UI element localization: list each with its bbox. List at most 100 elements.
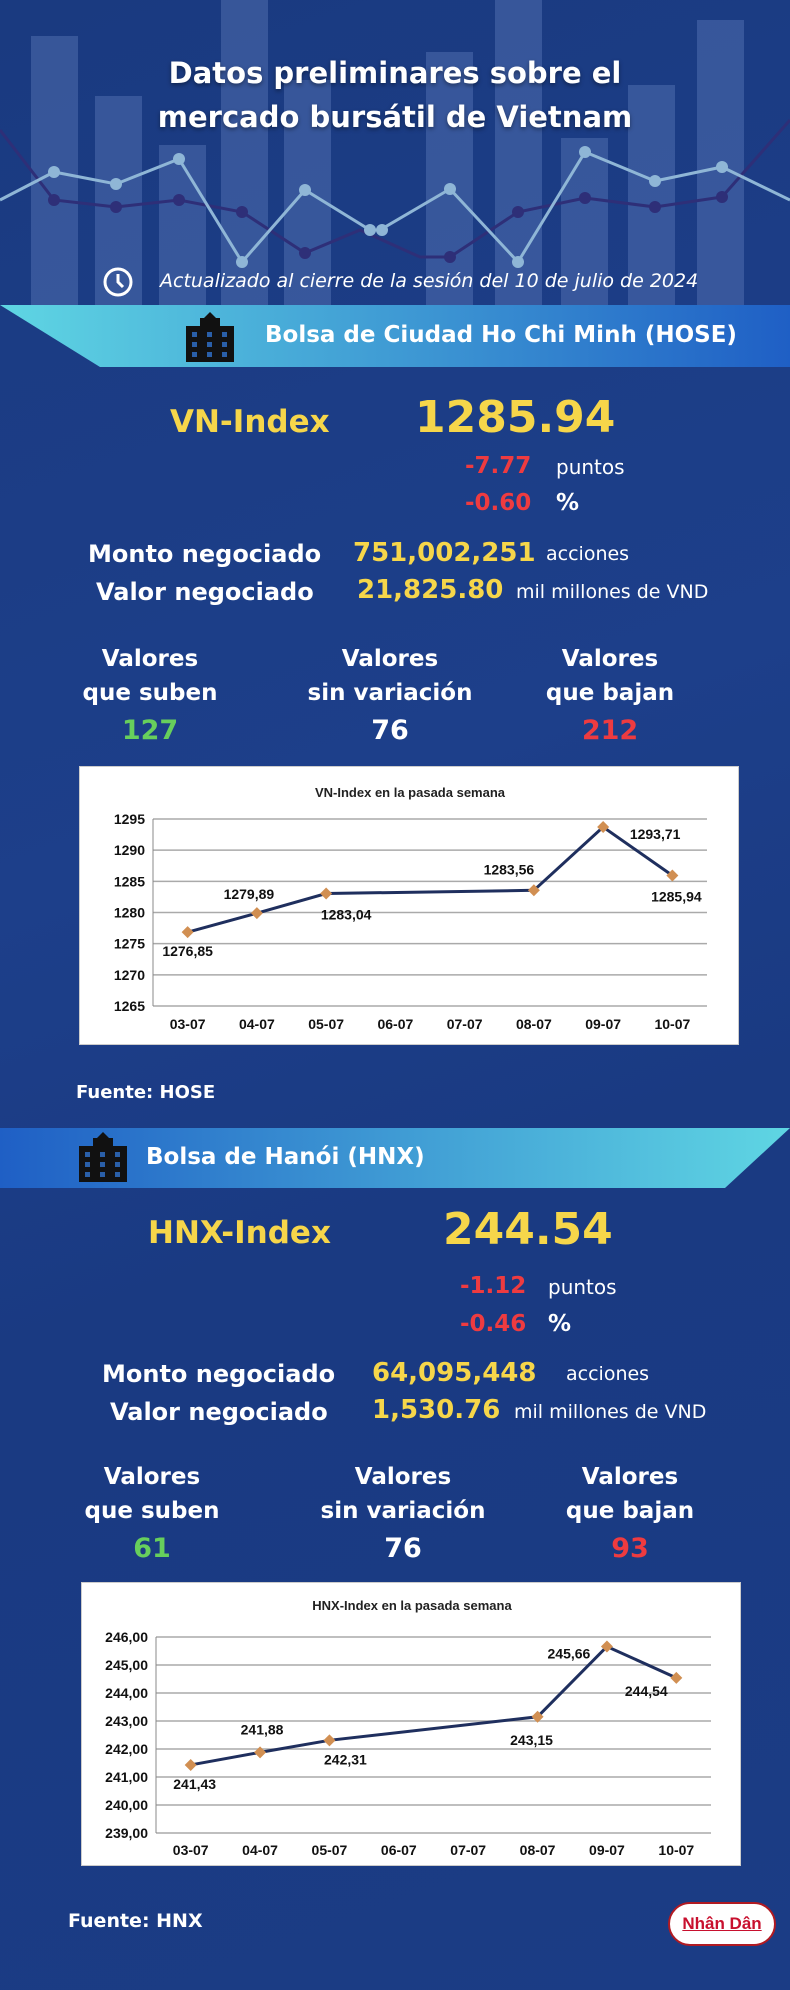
vn-pct-unit: % bbox=[556, 490, 580, 516]
advancers-label-line2: que suben bbox=[84, 1498, 220, 1524]
x-tick-label: 06-07 bbox=[377, 1016, 413, 1032]
data-label: 1283,56 bbox=[484, 861, 535, 877]
data-point-marker bbox=[600, 1640, 613, 1653]
decliners-count: 212 bbox=[581, 715, 639, 746]
hnx-value-value: 1,530.76 bbox=[372, 1395, 501, 1425]
vn-volume-value: 751,002,251 bbox=[353, 538, 536, 568]
vn-volume-label: Monto negociado bbox=[88, 540, 322, 568]
data-label: 242,31 bbox=[324, 1751, 367, 1767]
hnx-change-pct: -0.46 bbox=[460, 1311, 527, 1337]
hnx-decliners: Valores que bajan 93 bbox=[540, 1460, 720, 1566]
data-label: 245,66 bbox=[548, 1646, 591, 1662]
y-tick-label: 1285 bbox=[114, 873, 145, 889]
hnx-index-label: HNX-Index bbox=[148, 1215, 331, 1251]
y-tick-label: 1280 bbox=[114, 905, 145, 921]
logo-text: Nhân Dân bbox=[682, 1914, 762, 1933]
hnx-value-unit: mil millones de VND bbox=[514, 1401, 707, 1423]
data-label: 1283,04 bbox=[321, 907, 372, 923]
x-tick-label: 03-07 bbox=[173, 1842, 209, 1858]
hnx-index-chart: HNX-Index en la pasada semana 239,00 240,0… bbox=[81, 1582, 741, 1866]
data-label: 1279,89 bbox=[224, 886, 275, 902]
vn-index-chart: VN-Index en la pasada semana 1265 1270 1275… bbox=[79, 766, 739, 1045]
vn-unchanged: Valores sin variación 76 bbox=[290, 642, 490, 748]
data-label: 1293,71 bbox=[630, 826, 681, 842]
y-tick-label: 240,00 bbox=[105, 1797, 148, 1813]
vn-volume-unit: acciones bbox=[546, 543, 630, 565]
vn-decliners: Valores que bajan 212 bbox=[520, 642, 700, 748]
hnx-volume-label: Monto negociado bbox=[102, 1360, 336, 1388]
data-point-marker bbox=[250, 907, 263, 920]
data-point-marker bbox=[320, 887, 333, 900]
y-tick-label: 241,00 bbox=[105, 1769, 148, 1785]
data-point-marker bbox=[181, 926, 194, 939]
y-tick-label: 1290 bbox=[114, 842, 145, 858]
updated-timestamp: Actualizado al cierre de la sesión del 1… bbox=[160, 270, 699, 292]
data-label: 1276,85 bbox=[162, 943, 213, 959]
page-title-line2: mercado bursátil de Vietnam bbox=[157, 100, 633, 134]
y-tick-label: 246,00 bbox=[105, 1629, 148, 1645]
decliners-label-line1: Valores bbox=[561, 646, 659, 672]
nhan-dan-logo: Nhân Dân bbox=[668, 1902, 776, 1946]
hero-background-graphic bbox=[0, 0, 790, 305]
advancers-count: 127 bbox=[121, 715, 179, 746]
hose-source: Fuente: HOSE bbox=[76, 1082, 216, 1103]
hnx-banner-title: Bolsa de Hanói (HNX) bbox=[146, 1144, 425, 1170]
data-point-marker bbox=[531, 1710, 544, 1723]
hnx-change-points: -1.12 bbox=[460, 1273, 527, 1299]
y-tick-label: 1270 bbox=[114, 967, 145, 983]
unchanged-label-line2: sin variación bbox=[320, 1498, 486, 1524]
vn-points-unit: puntos bbox=[556, 455, 625, 479]
y-tick-label: 239,00 bbox=[105, 1825, 148, 1841]
hnx-unchanged: Valores sin variación 76 bbox=[303, 1460, 503, 1566]
x-tick-label: 04-07 bbox=[242, 1842, 278, 1858]
unchanged-label-line1: Valores bbox=[354, 1464, 452, 1490]
series-line bbox=[190, 1644, 677, 1767]
x-tick-label: 07-07 bbox=[450, 1842, 486, 1858]
data-label: 1285,94 bbox=[651, 888, 702, 904]
hnx-banner-background bbox=[0, 1128, 790, 1188]
vn-change-points: -7.77 bbox=[465, 453, 532, 479]
x-tick-label: 08-07 bbox=[520, 1842, 556, 1858]
x-tick-label: 07-07 bbox=[447, 1016, 483, 1032]
x-tick-label: 05-07 bbox=[312, 1842, 348, 1858]
y-tick-label: 242,00 bbox=[105, 1741, 148, 1757]
advancers-label-line2: que suben bbox=[82, 680, 218, 706]
building-icon bbox=[79, 1132, 127, 1182]
decliners-label-line1: Valores bbox=[581, 1464, 679, 1490]
x-tick-label: 04-07 bbox=[239, 1016, 275, 1032]
y-tick-label: 1295 bbox=[114, 811, 145, 827]
chart-title: HNX-Index en la pasada semana bbox=[312, 1598, 512, 1613]
data-point-marker bbox=[323, 1734, 336, 1747]
data-label: 243,15 bbox=[510, 1732, 553, 1748]
vn-value-label: Valor negociado bbox=[96, 578, 314, 606]
hnx-volume-value: 64,095,448 bbox=[372, 1358, 537, 1388]
data-point-marker bbox=[184, 1758, 197, 1771]
unchanged-label-line1: Valores bbox=[341, 646, 439, 672]
x-tick-label: 10-07 bbox=[654, 1016, 690, 1032]
data-label: 244,54 bbox=[625, 1683, 668, 1699]
hose-banner-title: Bolsa de Ciudad Ho Chi Minh (HOSE) bbox=[265, 322, 737, 348]
x-tick-label: 09-07 bbox=[585, 1016, 621, 1032]
unchanged-count: 76 bbox=[384, 1533, 422, 1564]
decliners-count: 93 bbox=[611, 1533, 649, 1564]
advancers-label-line1: Valores bbox=[103, 1464, 201, 1490]
x-tick-label: 08-07 bbox=[516, 1016, 552, 1032]
y-tick-label: 1275 bbox=[114, 936, 145, 952]
y-tick-label: 244,00 bbox=[105, 1685, 148, 1701]
data-label: 241,43 bbox=[173, 1776, 216, 1792]
hnx-advancers: Valores que suben 61 bbox=[62, 1460, 242, 1566]
vn-value-unit: mil millones de VND bbox=[516, 581, 709, 603]
clock-icon bbox=[103, 267, 133, 297]
y-tick-label: 1265 bbox=[114, 998, 145, 1014]
advancers-count: 61 bbox=[133, 1533, 171, 1564]
data-point-marker bbox=[666, 869, 679, 882]
x-tick-label: 05-07 bbox=[308, 1016, 344, 1032]
x-tick-label: 10-07 bbox=[658, 1842, 694, 1858]
hnx-volume-unit: acciones bbox=[566, 1363, 650, 1385]
unchanged-count: 76 bbox=[371, 715, 409, 746]
data-point-marker bbox=[254, 1746, 267, 1759]
vn-index-label: VN-Index bbox=[170, 404, 330, 440]
x-tick-label: 09-07 bbox=[589, 1842, 625, 1858]
hnx-pct-unit: % bbox=[548, 1311, 572, 1337]
decliners-label-line2: que bajan bbox=[565, 1498, 695, 1524]
